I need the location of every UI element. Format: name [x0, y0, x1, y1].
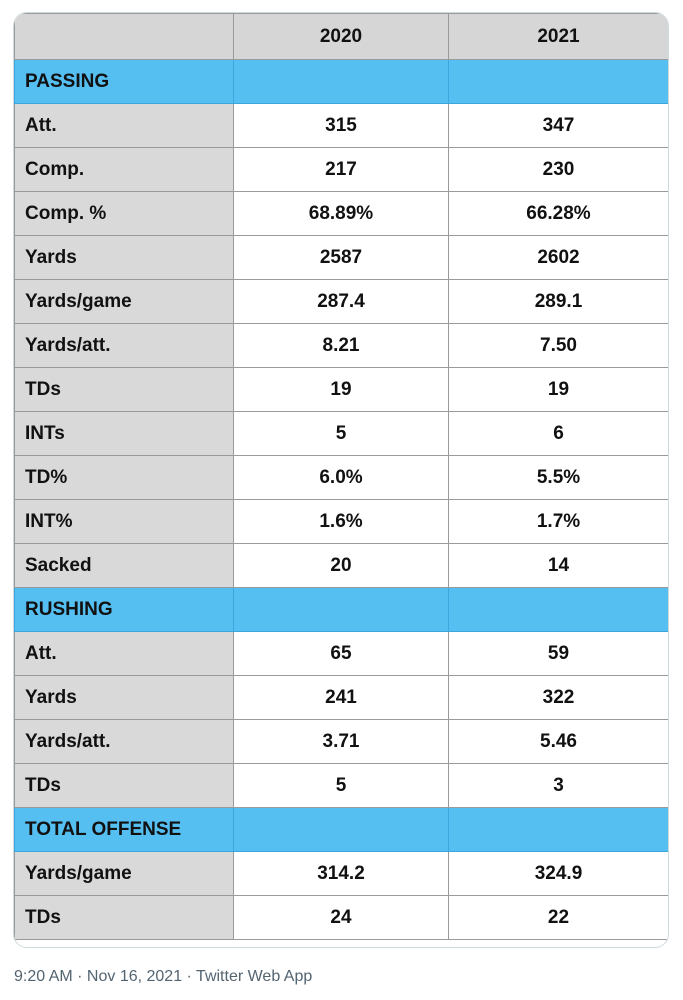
value-2021: 322	[448, 675, 668, 720]
section-empty-cell	[233, 59, 449, 104]
separator-dot: ·	[182, 968, 197, 985]
row-label: Yards	[14, 235, 234, 280]
table-row: Sacked 20 14	[14, 543, 668, 588]
value-2021: 6	[448, 411, 668, 456]
value-2020: 5	[233, 763, 449, 808]
value-2020: 2587	[233, 235, 449, 280]
section-header-row: PASSING	[14, 59, 668, 104]
value-2020: 19	[233, 367, 449, 412]
header-corner	[14, 13, 234, 60]
table-row: Yards/att. 8.21 7.50	[14, 323, 668, 368]
value-2020: 217	[233, 147, 449, 192]
table-row: TDs 5 3	[14, 763, 668, 808]
section-title: PASSING	[14, 59, 234, 104]
value-2021: 2602	[448, 235, 668, 280]
separator-dot: ·	[72, 968, 87, 985]
row-label: Yards/att.	[14, 323, 234, 368]
value-2020: 20	[233, 543, 449, 588]
value-2020: 8.21	[233, 323, 449, 368]
value-2020: 6.0%	[233, 455, 449, 500]
section-title: RUSHING	[14, 587, 234, 632]
value-2021: 5.46	[448, 719, 668, 764]
row-label: TDs	[14, 895, 234, 940]
row-label: Yards/att.	[14, 719, 234, 764]
tweet-image-card[interactable]: 2020 2021 PASSING Att. 315 347 Comp. 217 230 Co…	[13, 12, 669, 948]
row-label: Yards/game	[14, 851, 234, 896]
value-2021: 289.1	[448, 279, 668, 324]
tweet-time-link[interactable]: 9:20 AM	[14, 968, 73, 985]
value-2021: 324.9	[448, 851, 668, 896]
value-2020: 1.6%	[233, 499, 449, 544]
header-2021: 2021	[448, 13, 668, 60]
row-label: Sacked	[14, 543, 234, 588]
table-row: TDs 24 22	[14, 895, 668, 940]
table-row: Yards/att. 3.71 5.46	[14, 719, 668, 764]
value-2021: 19	[448, 367, 668, 412]
section-empty-cell	[448, 59, 668, 104]
row-label: Yards/game	[14, 279, 234, 324]
table-row: Comp. % 68.89% 66.28%	[14, 191, 668, 236]
table-row: TDs 19 19	[14, 367, 668, 412]
row-label: TDs	[14, 763, 234, 808]
row-label: TD%	[14, 455, 234, 500]
value-2020: 3.71	[233, 719, 449, 764]
table-row: INT% 1.6% 1.7%	[14, 499, 668, 544]
section-title: TOTAL OFFENSE	[14, 807, 234, 852]
row-label: INT%	[14, 499, 234, 544]
value-2020: 5	[233, 411, 449, 456]
value-2020: 68.89%	[233, 191, 449, 236]
value-2021: 59	[448, 631, 668, 676]
tweet-source: Twitter Web App	[196, 968, 313, 985]
section-empty-cell	[448, 807, 668, 852]
value-2021: 230	[448, 147, 668, 192]
value-2020: 314.2	[233, 851, 449, 896]
section-empty-cell	[233, 587, 449, 632]
row-label: Yards	[14, 675, 234, 720]
value-2020: 65	[233, 631, 449, 676]
row-label: Comp. %	[14, 191, 234, 236]
row-label: INTs	[14, 411, 234, 456]
value-2021: 7.50	[448, 323, 668, 368]
table-row: Att. 315 347	[14, 103, 668, 148]
value-2020: 24	[233, 895, 449, 940]
table-row: TD% 6.0% 5.5%	[14, 455, 668, 500]
table-header-row: 2020 2021	[14, 13, 668, 60]
table-row: Yards 2587 2602	[14, 235, 668, 280]
header-2020: 2020	[233, 13, 449, 60]
row-label: Att.	[14, 631, 234, 676]
row-label: TDs	[14, 367, 234, 412]
section-empty-cell	[448, 587, 668, 632]
tweet-metadata: 9:20 AM · Nov 16, 2021 · Twitter Web App	[14, 968, 312, 986]
section-empty-cell	[233, 807, 449, 852]
value-2020: 287.4	[233, 279, 449, 324]
value-2020: 315	[233, 103, 449, 148]
row-label: Att.	[14, 103, 234, 148]
section-header-row: TOTAL OFFENSE	[14, 807, 668, 852]
value-2021: 14	[448, 543, 668, 588]
table-row: Yards/game 287.4 289.1	[14, 279, 668, 324]
section-header-row: RUSHING	[14, 587, 668, 632]
value-2021: 5.5%	[448, 455, 668, 500]
value-2021: 66.28%	[448, 191, 668, 236]
value-2021: 3	[448, 763, 668, 808]
table-row: Att. 65 59	[14, 631, 668, 676]
value-2021: 1.7%	[448, 499, 668, 544]
value-2020: 241	[233, 675, 449, 720]
stats-table: 2020 2021 PASSING Att. 315 347 Comp. 217 230 Co…	[14, 13, 668, 940]
row-label: Comp.	[14, 147, 234, 192]
tweet-date-link[interactable]: Nov 16, 2021	[86, 968, 183, 985]
value-2021: 347	[448, 103, 668, 148]
table-row: Comp. 217 230	[14, 147, 668, 192]
table-row: Yards 241 322	[14, 675, 668, 720]
value-2021: 22	[448, 895, 668, 940]
table-row: Yards/game 314.2 324.9	[14, 851, 668, 896]
table-row: INTs 5 6	[14, 411, 668, 456]
